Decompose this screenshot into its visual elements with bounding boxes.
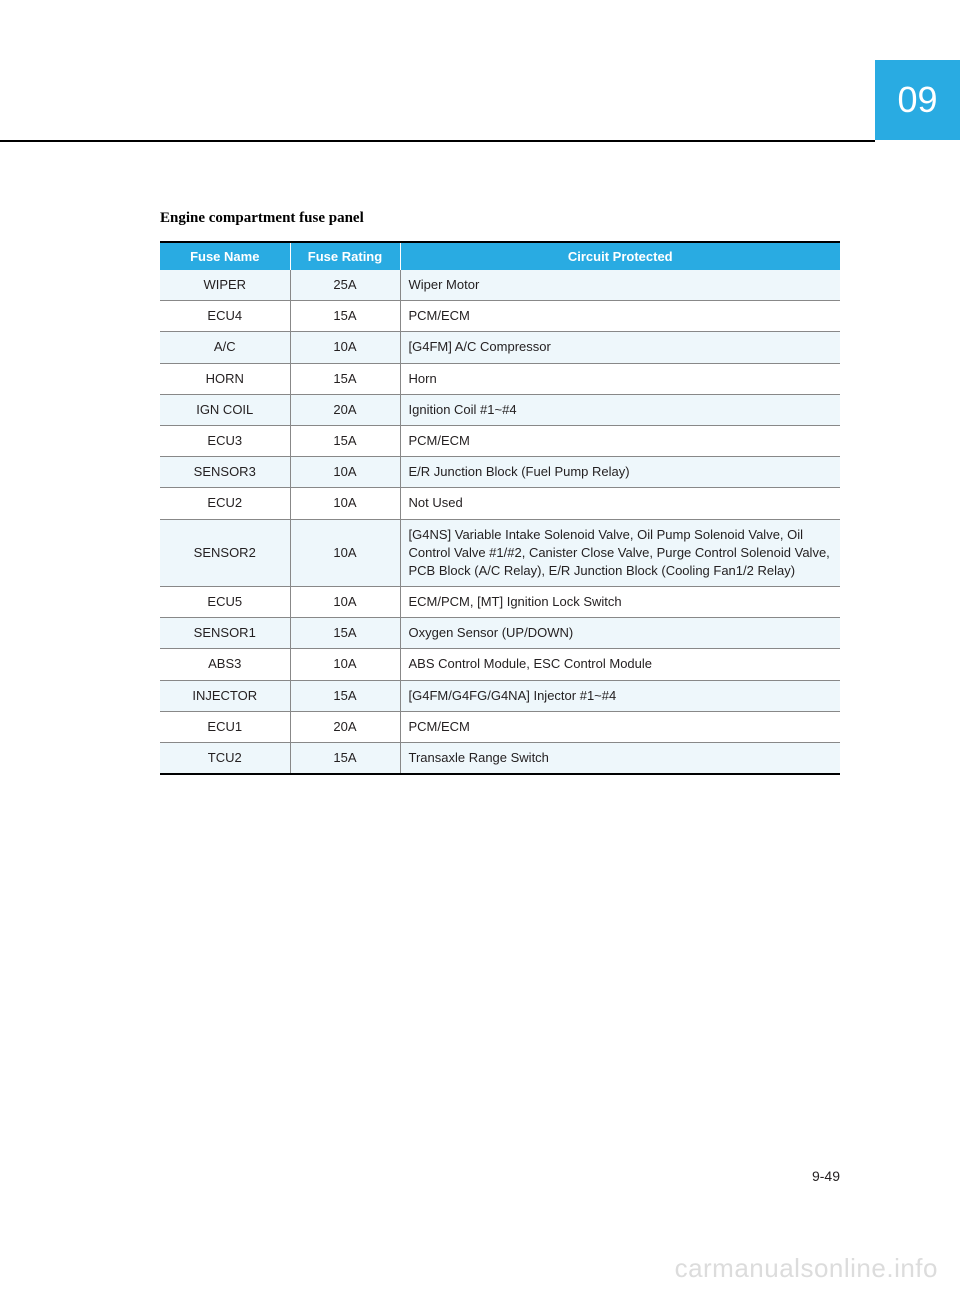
col-header-fuse-name: Fuse Name — [160, 242, 290, 270]
table-row: IGN COIL20AIgnition Coil #1~#4 — [160, 394, 840, 425]
circuit-protected-cell: [G4FM] A/C Compressor — [400, 332, 840, 363]
table-row: ECU315APCM/ECM — [160, 425, 840, 456]
table-row: HORN15AHorn — [160, 363, 840, 394]
table-row: WIPER25AWiper Motor — [160, 270, 840, 301]
table-row: ABS310AABS Control Module, ESC Control M… — [160, 649, 840, 680]
circuit-protected-cell: PCM/ECM — [400, 301, 840, 332]
circuit-protected-cell: PCM/ECM — [400, 425, 840, 456]
table-row: SENSOR210A[G4NS] Variable Intake Solenoi… — [160, 519, 840, 587]
fuse-name-cell: A/C — [160, 332, 290, 363]
fuse-name-cell: SENSOR2 — [160, 519, 290, 587]
circuit-protected-cell: Oxygen Sensor (UP/DOWN) — [400, 618, 840, 649]
fuse-rating-cell: 10A — [290, 519, 400, 587]
watermark: carmanualsonline.info — [675, 1253, 938, 1284]
fuse-rating-cell: 20A — [290, 394, 400, 425]
table-row: SENSOR115AOxygen Sensor (UP/DOWN) — [160, 618, 840, 649]
table-row: SENSOR310AE/R Junction Block (Fuel Pump … — [160, 457, 840, 488]
fuse-rating-cell: 15A — [290, 618, 400, 649]
circuit-protected-cell: Ignition Coil #1~#4 — [400, 394, 840, 425]
fuse-name-cell: TCU2 — [160, 743, 290, 775]
table-header-row: Fuse Name Fuse Rating Circuit Protected — [160, 242, 840, 270]
fuse-rating-cell: 15A — [290, 743, 400, 775]
fuse-rating-cell: 15A — [290, 680, 400, 711]
table-row: ECU415APCM/ECM — [160, 301, 840, 332]
circuit-protected-cell: [G4NS] Variable Intake Solenoid Valve, O… — [400, 519, 840, 587]
fuse-name-cell: SENSOR1 — [160, 618, 290, 649]
fuse-rating-cell: 20A — [290, 711, 400, 742]
fuse-rating-cell: 10A — [290, 649, 400, 680]
circuit-protected-cell: ECM/PCM, [MT] Ignition Lock Switch — [400, 587, 840, 618]
table-row: ECU120APCM/ECM — [160, 711, 840, 742]
col-header-circuit-protected: Circuit Protected — [400, 242, 840, 270]
circuit-protected-cell: PCM/ECM — [400, 711, 840, 742]
fuse-rating-cell: 15A — [290, 301, 400, 332]
table-row: TCU215ATransaxle Range Switch — [160, 743, 840, 775]
fuse-rating-cell: 10A — [290, 332, 400, 363]
fuse-name-cell: INJECTOR — [160, 680, 290, 711]
section-title: Engine compartment fuse panel — [160, 210, 840, 227]
circuit-protected-cell: Horn — [400, 363, 840, 394]
content-area: Engine compartment fuse panel Fuse Name … — [160, 210, 840, 775]
page-number: 9-49 — [812, 1168, 840, 1184]
circuit-protected-cell: Wiper Motor — [400, 270, 840, 301]
circuit-protected-cell: [G4FM/G4FG/G4NA] Injector #1~#4 — [400, 680, 840, 711]
fuse-name-cell: ECU2 — [160, 488, 290, 519]
fuse-name-cell: ECU5 — [160, 587, 290, 618]
fuse-rating-cell: 25A — [290, 270, 400, 301]
circuit-protected-cell: ABS Control Module, ESC Control Module — [400, 649, 840, 680]
fuse-name-cell: SENSOR3 — [160, 457, 290, 488]
fuse-name-cell: HORN — [160, 363, 290, 394]
circuit-protected-cell: Transaxle Range Switch — [400, 743, 840, 775]
table-row: ECU510AECM/PCM, [MT] Ignition Lock Switc… — [160, 587, 840, 618]
fuse-rating-cell: 10A — [290, 457, 400, 488]
col-header-fuse-rating: Fuse Rating — [290, 242, 400, 270]
fuse-name-cell: IGN COIL — [160, 394, 290, 425]
chapter-tab: 09 — [875, 60, 960, 140]
fuse-name-cell: ECU3 — [160, 425, 290, 456]
circuit-protected-cell: Not Used — [400, 488, 840, 519]
fuse-name-cell: WIPER — [160, 270, 290, 301]
fuse-name-cell: ECU1 — [160, 711, 290, 742]
fuse-name-cell: ABS3 — [160, 649, 290, 680]
header-rule — [0, 140, 875, 142]
fuse-rating-cell: 10A — [290, 488, 400, 519]
fuse-rating-cell: 15A — [290, 363, 400, 394]
table-row: ECU210ANot Used — [160, 488, 840, 519]
fuse-table: Fuse Name Fuse Rating Circuit Protected … — [160, 241, 840, 775]
table-row: A/C10A[G4FM] A/C Compressor — [160, 332, 840, 363]
fuse-name-cell: ECU4 — [160, 301, 290, 332]
fuse-rating-cell: 15A — [290, 425, 400, 456]
fuse-rating-cell: 10A — [290, 587, 400, 618]
table-row: INJECTOR15A[G4FM/G4FG/G4NA] Injector #1~… — [160, 680, 840, 711]
circuit-protected-cell: E/R Junction Block (Fuel Pump Relay) — [400, 457, 840, 488]
